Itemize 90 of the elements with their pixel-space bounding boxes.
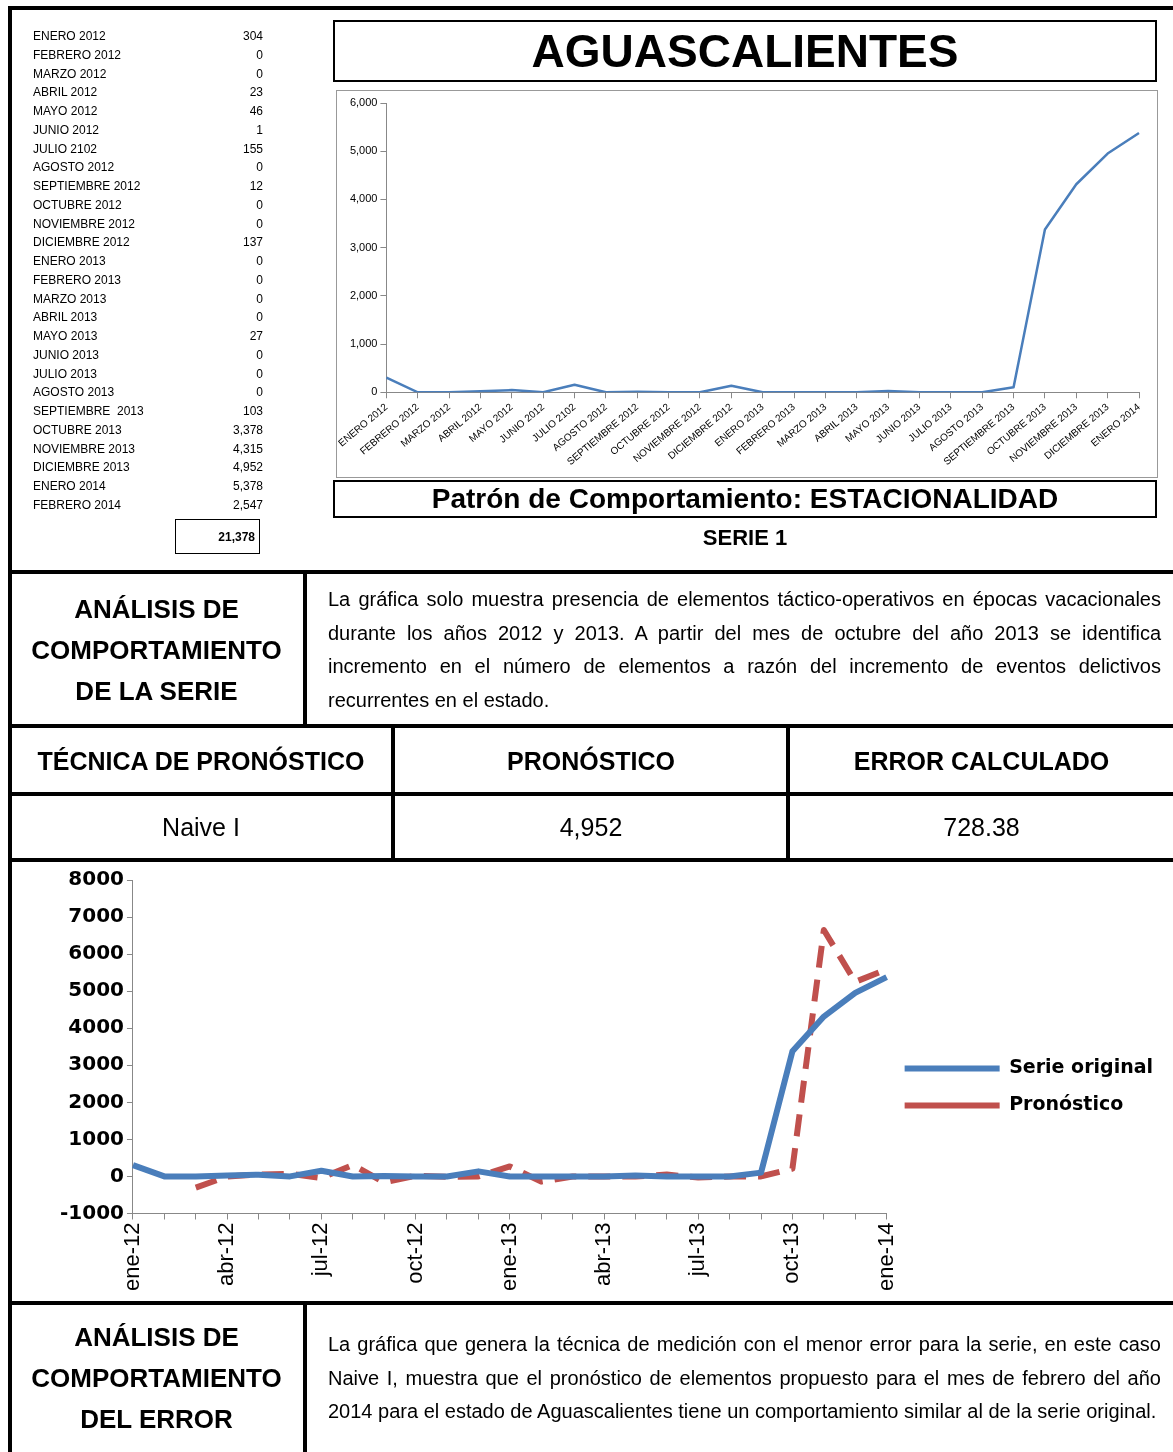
y-tick-label: 1000 xyxy=(68,1125,124,1150)
text: FEBRERO 2012 xyxy=(33,47,122,62)
text: 0 xyxy=(256,385,263,400)
text: 0 xyxy=(256,66,263,81)
text: NOVIEMBRE 2012 xyxy=(33,216,136,231)
text: 0 xyxy=(256,366,263,381)
text: JUNIO 2012 xyxy=(33,122,100,137)
text: 12 xyxy=(249,179,263,193)
x-tick-label: ene-12 xyxy=(119,1222,145,1292)
text: 23 xyxy=(249,85,263,100)
text: 0 xyxy=(256,347,263,362)
text: MAYO 2013 xyxy=(33,329,98,343)
legend-label: Serie original xyxy=(1009,1055,1154,1078)
text: 728.38 xyxy=(942,811,1021,843)
text: 3,378 xyxy=(232,422,263,437)
y-tick-label: 4000 xyxy=(68,1014,124,1039)
y-tick-label: 5,000 xyxy=(349,144,378,157)
y-tick-label: 6000 xyxy=(68,940,124,965)
y-tick-label: 4,000 xyxy=(349,192,378,205)
y-tick-label: 2000 xyxy=(68,1088,124,1113)
text: 304 xyxy=(242,29,263,43)
y-tick-label: 1,000 xyxy=(349,337,378,350)
legend-label: Pronóstico xyxy=(1009,1092,1124,1115)
text: 21,378 xyxy=(175,519,260,554)
chart-title: AGUASCALIENTES xyxy=(333,20,1157,82)
text: 5,378 xyxy=(232,479,263,493)
text: SERIE 1 xyxy=(701,524,789,552)
y-tick-label: 7000 xyxy=(68,903,124,928)
text: La gráfica que genera la técnica de medición con el menor error para la serie, en este caso Naive I, muestra que el pronóstico de elementos propuesto para el mes de febrero del año 2014 para el estado de Aguascalientes tiene un comportamiento similar al de la serie original. xyxy=(328,1332,1161,1425)
text: 0 xyxy=(256,254,263,268)
y-tick-label: 5000 xyxy=(68,977,124,1002)
text: PRONÓSTICO xyxy=(505,745,677,777)
text: FEBRERO 2014 xyxy=(33,497,122,512)
text: ANÁLISIS DE COMPORTAMIENTO DE LA SERIE xyxy=(10,574,307,726)
text: La gráfica solo muestra presencia de elementos táctico-operativos en épocas vacacionales durante los años 2012 y 2013. A partir del mes de octubre del año 2013 se identifica incremento en el número de elementos a razón del incremento de eventos delictivos recurrentes en el estado. xyxy=(328,587,1161,713)
text: Patrón de Comportamiento: ESTACIONALIDAD xyxy=(333,480,1157,518)
text: ABRIL 2012 xyxy=(33,85,98,100)
text: AGOSTO 2013 xyxy=(33,385,115,400)
text: 0 xyxy=(256,160,263,175)
x-tick-label: jul-12 xyxy=(307,1222,333,1278)
x-tick-label: oct-12 xyxy=(401,1222,427,1284)
x-tick-label: ene-13 xyxy=(495,1222,521,1292)
text: 4,952 xyxy=(232,460,263,475)
y-tick-label: 8000 xyxy=(68,866,124,891)
text: ENERO 2012 xyxy=(33,29,106,43)
text: 0 xyxy=(256,47,263,62)
text: 0 xyxy=(256,197,263,212)
text: SEPTIEMBRE 2012 xyxy=(33,179,141,193)
y-tick-label: 0 xyxy=(110,1162,124,1187)
text: JULIO 2013 xyxy=(33,366,98,381)
text: 4,315 xyxy=(232,441,263,456)
text: ENERO 2013 xyxy=(33,254,106,268)
text: AGOSTO 2012 xyxy=(33,160,115,175)
text: OCTUBRE 2012 xyxy=(33,197,122,212)
text: 2,547 xyxy=(232,497,263,512)
text: 1 xyxy=(256,122,263,137)
y-tick-label: -1000 xyxy=(60,1199,124,1224)
text: FEBRERO 2013 xyxy=(33,272,122,287)
text: TÉCNICA DE PRONÓSTICO xyxy=(36,745,366,777)
text: DICIEMBRE 2012 xyxy=(33,235,130,250)
text: ERROR CALCULADO xyxy=(852,745,1111,777)
text: ANÁLISIS DE COMPORTAMIENTO DEL ERROR xyxy=(10,1305,307,1452)
text: MARZO 2013 xyxy=(33,291,107,306)
text: 4,952 xyxy=(558,811,624,843)
text: 0 xyxy=(256,272,263,287)
x-tick-label: abr-13 xyxy=(590,1222,616,1287)
text: ENERO 2014 xyxy=(33,479,106,493)
text: 0 xyxy=(256,291,263,306)
y-tick-label: 6,000 xyxy=(349,96,378,109)
text: 0 xyxy=(256,216,263,231)
text: MARZO 2012 xyxy=(33,66,107,81)
text: 27 xyxy=(249,329,263,343)
text: 103 xyxy=(242,404,263,418)
x-tick-label: jul-13 xyxy=(684,1222,710,1278)
text: MAYO 2012 xyxy=(33,104,98,118)
y-tick-label: 3,000 xyxy=(349,240,378,253)
text: 137 xyxy=(242,235,263,250)
text: JULIO 2102 xyxy=(33,141,98,156)
text: 46 xyxy=(249,104,263,118)
text: ABRIL 2013 xyxy=(33,310,98,325)
y-tick-label: 0 xyxy=(371,385,378,398)
text: 0 xyxy=(256,310,263,325)
y-tick-label: 2,000 xyxy=(349,288,378,301)
x-tick-label: abr-12 xyxy=(213,1222,239,1287)
x-tick-label: ene-14 xyxy=(872,1222,898,1292)
x-tick-label: oct-13 xyxy=(778,1222,804,1284)
text: Naive I xyxy=(161,811,241,843)
text: 155 xyxy=(242,141,263,156)
text: JUNIO 2013 xyxy=(33,347,100,362)
y-tick-label: 3000 xyxy=(68,1051,124,1076)
